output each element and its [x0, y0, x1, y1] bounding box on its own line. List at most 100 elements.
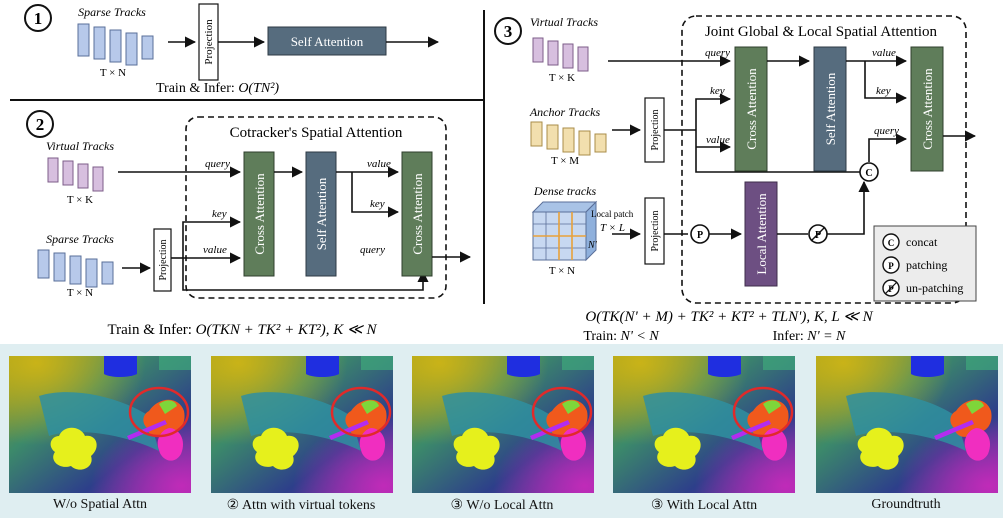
- svg-text:P: P: [888, 284, 894, 294]
- legend-row-unpatching: P un-patching: [882, 279, 963, 297]
- panel-3-local-attention-box: [744, 181, 778, 287]
- panel-1-sparse-tracks-icon: [77, 23, 154, 66]
- highlight-circle: [531, 386, 593, 438]
- legend-patching-label: patching: [906, 258, 947, 272]
- panel-1-self-attention-box: [267, 26, 387, 56]
- panel-2-virtual-tracks-icon: [47, 157, 104, 192]
- panel-2-value2-label: value: [367, 158, 391, 170]
- result-image-1: [9, 356, 191, 493]
- panel-2-query2-label: query: [360, 244, 385, 256]
- panel-3-anchor-tracks-icon: [530, 121, 607, 156]
- panel-2-self-attention-box: [305, 151, 337, 277]
- panel-2-title: Cotracker's Spatial Attention: [230, 125, 403, 141]
- panel-3-query-label: query: [705, 47, 730, 59]
- panel-2-key-label: key: [212, 208, 227, 220]
- panel-3-dense-tracks-dim: T × N: [549, 265, 575, 277]
- result-image-3: [412, 356, 594, 493]
- result-image-2: [211, 356, 393, 493]
- panel-3-n-prime-label: N': [587, 240, 598, 251]
- panel-2-sparse-tracks-icon: [37, 249, 114, 288]
- panel-2-projection-box: [153, 228, 172, 292]
- panel-3-key-label: key: [710, 85, 725, 97]
- panel-3-title: Joint Global & Local Spatial Attention: [705, 24, 938, 40]
- panel-3-projection-a-label: Projection: [650, 109, 661, 150]
- panel-2-virtual-tracks-label: Virtual Tracks: [46, 139, 114, 153]
- panel-3-dense-tracks-cube: [531, 200, 598, 262]
- panel-2-query-label: query: [205, 158, 230, 170]
- panel-2-cross-attention-2-label: Cross Attention: [410, 173, 425, 255]
- result-caption-2: ② Attn with virtual tokens: [226, 498, 376, 513]
- panel-1-projection-label: Projection: [203, 19, 215, 65]
- panel-3-cross-attention-1-label: Cross Attention: [744, 68, 759, 150]
- panel-3-patching-symbol: P: [697, 230, 703, 241]
- panel-1: 1 Sparse Tracks T × N Projection Self At…: [24, 3, 440, 96]
- panel-3-number: 3: [504, 22, 513, 41]
- svg-text:C: C: [888, 238, 895, 248]
- panel-1-sparse-tracks-dim: T × N: [100, 67, 126, 79]
- panel-3-patch-dim: T × L: [600, 222, 625, 234]
- panel-2-key2-label: key: [370, 198, 385, 210]
- highlight-circle: [128, 386, 190, 438]
- result-caption-5: Groundtruth: [871, 497, 941, 512]
- panel-3-concat-symbol: C: [865, 168, 872, 179]
- legend-concat-label: concat: [906, 235, 938, 249]
- panel-3-anchor-tracks-dim: T × M: [551, 155, 579, 167]
- panel-2: 2 Cotracker's Spatial Attention Virtual …: [26, 110, 472, 338]
- panel-2-complexity: Train & Infer: O(TKN + TK² + KT²), K ≪ N: [107, 322, 377, 338]
- panel-3-key2-label: key: [876, 85, 891, 97]
- panel-3-self-attention-label: Self Attention: [823, 72, 838, 145]
- panel-3-query2-label: query: [874, 125, 899, 137]
- panel-3-local-attention-label: Local Attention: [754, 193, 769, 275]
- panel-2-cross-attention-1-box: [243, 151, 275, 277]
- legend-row-concat: C concat: [882, 233, 938, 251]
- panel-2-cross-attention-2-box: [401, 151, 433, 277]
- panel-2-projection-label: Projection: [158, 239, 169, 280]
- panel-3-dense-tracks-label: Dense tracks: [533, 184, 597, 198]
- svg-text:P: P: [888, 261, 894, 271]
- legend-unpatching-label: un-patching: [906, 281, 963, 295]
- panel-3-cross-attention-2-box: [910, 46, 944, 172]
- architecture-diagram: 1 Sparse Tracks T × N Projection Self At…: [10, 3, 977, 344]
- panel-1-number: 1: [34, 9, 43, 28]
- panel-2-sparse-tracks-dim: T × N: [67, 287, 93, 299]
- panel-3-train-complexity: Train: N' < N: [583, 329, 659, 344]
- panel-1-sparse-tracks-label: Sparse Tracks: [78, 5, 146, 19]
- panel-2-virtual-tracks-dim: T × K: [67, 194, 93, 206]
- panel-3-cross-attention-1-box: [734, 46, 768, 172]
- panel-3-value2-label: value: [872, 47, 896, 59]
- panel-3-virtual-tracks-dim: T × K: [549, 72, 575, 84]
- panel-2-cross-attention-1-label: Cross Attention: [252, 173, 267, 255]
- result-image-5: [816, 356, 998, 493]
- panel-3-anchor-tracks-label: Anchor Tracks: [529, 105, 601, 119]
- panel-2-number-badge: [26, 110, 54, 138]
- panel-2-dashed-frame: [185, 116, 447, 299]
- result-image-4: [613, 356, 795, 493]
- panel-3-value-label: value: [706, 134, 730, 146]
- panel-3-local-patch-label: Local patch: [591, 209, 634, 219]
- legend-row-patching: P patching: [882, 256, 947, 274]
- highlight-circle: [330, 386, 392, 438]
- panel-3-cross-attention-2-label: Cross Attention: [920, 68, 935, 150]
- panel-2-sparse-tracks-label: Sparse Tracks: [46, 232, 114, 246]
- panel-3-number-badge: [494, 17, 522, 45]
- panel-2-number: 2: [36, 115, 45, 134]
- panel-2-self-attention-label: Self Attention: [314, 177, 329, 250]
- panel-2-value-label: value: [203, 244, 227, 256]
- panel-3-complexity: O(TK(N' + M) + TK² + KT² + TLN'), K, L ≪…: [585, 309, 873, 325]
- panel-1-complexity: Train & Infer: O(TN²): [156, 81, 279, 96]
- panel-3-projection-b-box: [644, 197, 665, 265]
- panel-3-infer-complexity: Infer: N' = N: [773, 329, 846, 344]
- panel-3-unpatching-symbol: P: [815, 230, 821, 241]
- panel-3-virtual-tracks-label: Virtual Tracks: [530, 15, 598, 29]
- panel-1-number-badge: [24, 4, 52, 32]
- panel-1-self-attention-label: Self Attention: [291, 34, 364, 49]
- panel-3-virtual-tracks-icon: [532, 37, 589, 72]
- result-caption-1: W/o Spatial Attn: [52, 497, 148, 512]
- panel-3-self-attention-box: [813, 46, 847, 172]
- panel-3-projection-b-label: Projection: [650, 210, 661, 251]
- result-caption-3: ③ W/o Local Attn: [450, 498, 554, 513]
- highlight-circle: [732, 386, 794, 438]
- panel-3: 3 Joint Global & Local Spatial Attention…: [494, 15, 977, 344]
- result-caption-4: ③ With Local Attn: [650, 498, 758, 513]
